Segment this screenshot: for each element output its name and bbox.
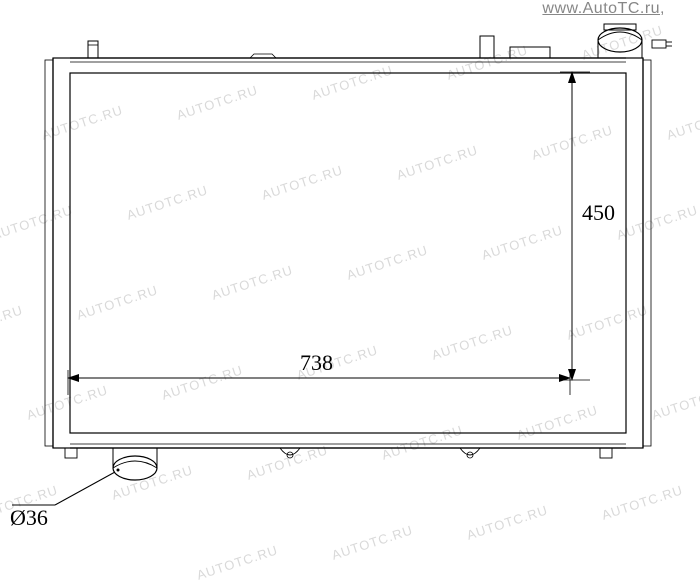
technical-drawing [0, 0, 700, 541]
diameter-dimension-label: Ø36 [10, 505, 48, 531]
width-dimension-label: 738 [300, 350, 333, 376]
height-dimension-label: 450 [582, 200, 615, 226]
diagram-canvas: AUTOTC.RUAUTOTC.RUAUTOTC.RUAUTOTC.RUAUTO… [0, 0, 700, 541]
